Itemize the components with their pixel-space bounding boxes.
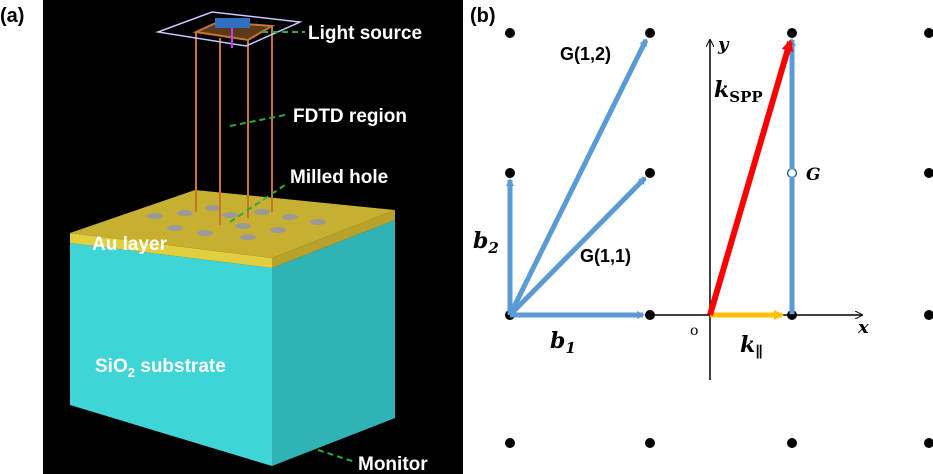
panel-label: (a)	[0, 5, 24, 27]
annotation: Monitor	[358, 454, 428, 474]
origin-label: o	[690, 323, 698, 339]
figure: (a) Light source FDTD region Milled hole…	[0, 0, 933, 474]
axis-label: y	[717, 34, 730, 55]
vector-label: b2	[473, 228, 499, 257]
axis-label: x	[857, 317, 869, 338]
panel-b: (b) G(1,2) G(1,1) b2 b1 y x o kSPP G k∥	[470, 5, 933, 448]
annotation: FDTD region	[293, 106, 407, 127]
vector-label: G	[806, 165, 821, 185]
annotation: Au layer	[92, 234, 168, 255]
annotation: Milled hole	[290, 167, 388, 188]
source-plane	[215, 18, 250, 28]
annotation: Light source	[308, 23, 422, 44]
vector-label: k∥	[740, 332, 763, 361]
g-point	[788, 169, 796, 177]
vector-label: G(1,2)	[560, 44, 611, 64]
page: (a) Light source FDTD region Milled hole…	[0, 0, 933, 474]
vector-label: kSPP	[714, 77, 763, 106]
panel-label: (b)	[470, 5, 496, 27]
annotation: SiO2 substrate	[95, 356, 226, 380]
vector-label: G(1,1)	[580, 246, 631, 266]
vector-label: b1	[550, 328, 576, 357]
panel-a: (a) Light source FDTD region Milled hole…	[0, 0, 463, 474]
